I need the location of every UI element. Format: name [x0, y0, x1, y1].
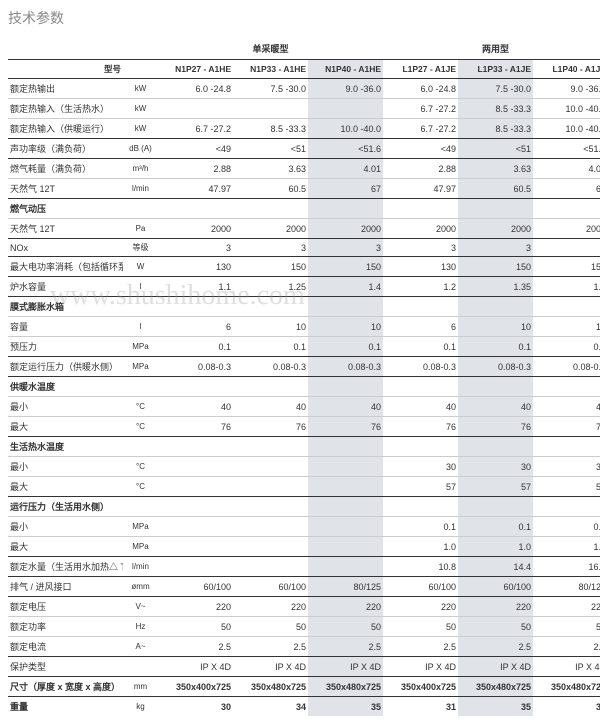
page-title: 技术参数	[8, 8, 592, 28]
spec-table: 单采暖型两用型型号N1P27 - A1HEN1P33 - A1HEN1P40 -…	[8, 38, 600, 716]
